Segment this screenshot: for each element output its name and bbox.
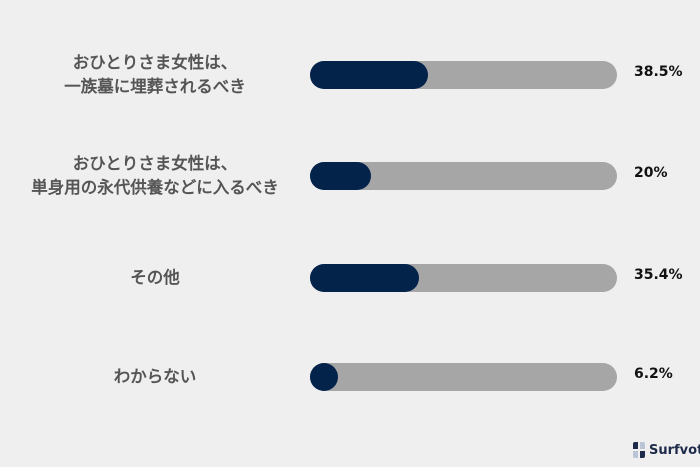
bar-track (310, 264, 617, 292)
category-label-line: わからない (113, 367, 197, 386)
category-label: おひとりさま女性は、単身用の永代供養などに入るべき (10, 146, 300, 206)
category-label-line: 単身用の永代供養などに入るべき (31, 178, 279, 197)
value-label: 20% (634, 165, 668, 181)
surfvote-logo: Surfvote (632, 441, 700, 459)
category-label-line: 一族墓に埋葬されるべき (64, 77, 246, 96)
category-label-line: その他 (130, 268, 180, 287)
bar-row: おひとりさま女性は、単身用の永代供養などに入るべき 20% (0, 146, 700, 206)
category-label: わからない (10, 347, 300, 407)
bar-track (310, 61, 617, 89)
bar-row: おひとりさま女性は、 一族墓に埋葬されるべき 38.5% (0, 45, 700, 105)
bar-fill (310, 61, 429, 89)
bar-track (310, 363, 617, 391)
category-label: おひとりさま女性は、 一族墓に埋葬されるべき (10, 45, 300, 105)
value-label: 38.5% (634, 64, 683, 80)
category-label-line: おひとりさま女性は、 (72, 53, 238, 72)
category-label: その他 (10, 248, 300, 308)
bar-fill (310, 162, 372, 190)
value-label: 35.4% (634, 267, 683, 283)
bar-fill (310, 363, 338, 391)
surfvote-logo-icon (633, 442, 645, 458)
value-label: 6.2% (634, 366, 673, 382)
bar-fill (310, 264, 419, 292)
logo-text: Surfvote (649, 442, 700, 458)
bar-row: わからない 6.2% (0, 347, 700, 407)
category-label-line: おひとりさま女性は、 (72, 154, 238, 173)
bar-row: その他 35.4% (0, 248, 700, 308)
bar-track (310, 162, 617, 190)
